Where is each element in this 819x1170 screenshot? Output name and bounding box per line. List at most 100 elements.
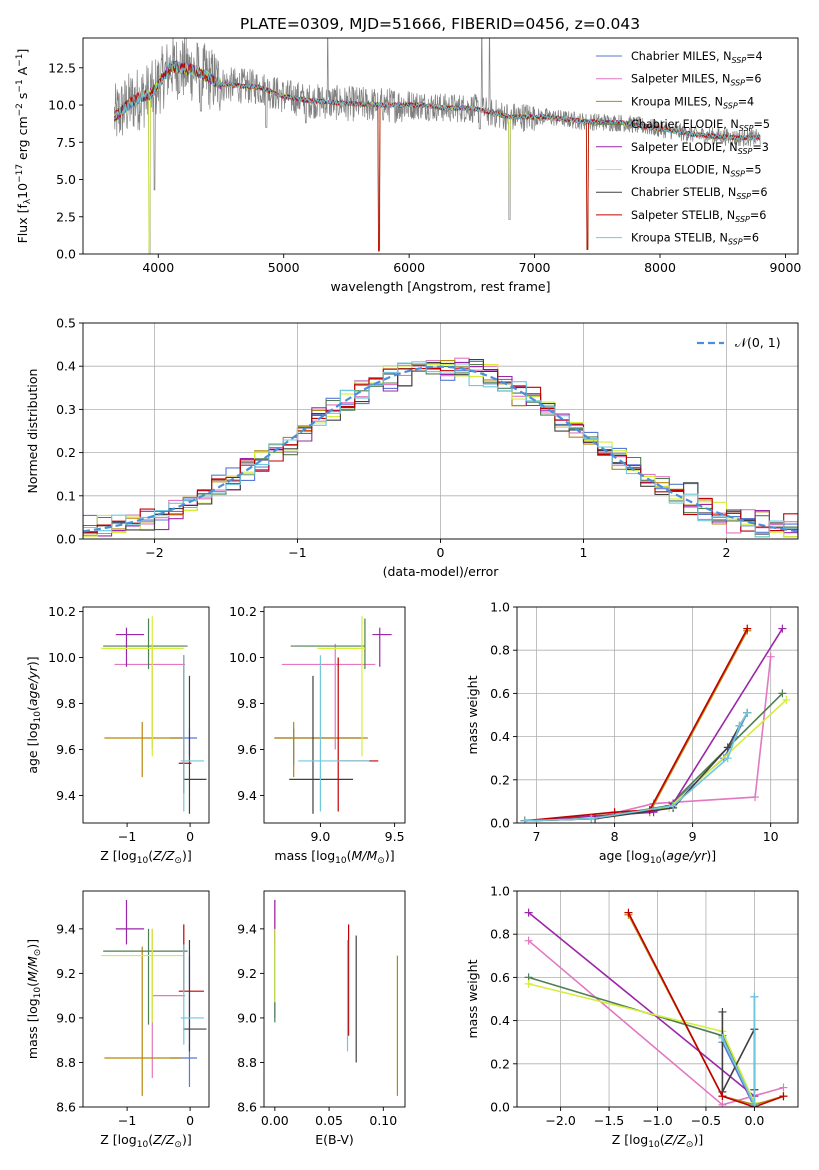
- plot-area-age_vs_mass: [274, 616, 392, 814]
- mass-weight-line: [627, 912, 784, 1107]
- plus-marker: [778, 624, 787, 633]
- model-spectrum-line: [114, 59, 761, 252]
- mass-weight-line: [524, 628, 784, 822]
- x-tick-label: 9000: [770, 260, 802, 275]
- x-axis-label: Z [log10(Z/Z⊙)]: [612, 1132, 703, 1150]
- error-bar-point: [104, 946, 182, 1096]
- axes-age_vs_Z: −1 09.49.69.810.010.2Z [log10(Z/Z⊙)]age […: [25, 604, 210, 866]
- x-tick-label: 7: [533, 829, 541, 844]
- plus-marker: [723, 743, 732, 752]
- legend-series-name: Kroupa STELIB, N: [631, 232, 728, 245]
- x-tick-label: 0.0: [744, 1113, 764, 1128]
- label-part: SSP: [723, 101, 738, 110]
- x-axis-label: age [log10(age/yr)]: [599, 848, 716, 866]
- label-part: −2: [15, 103, 25, 116]
- error-bar-point: [180, 655, 204, 812]
- y-axis-label: mass weight: [465, 959, 480, 1038]
- plus-marker: [524, 936, 533, 945]
- x-tick-label: 1: [580, 545, 588, 560]
- plus-marker: [751, 793, 760, 802]
- legend-entry: Salpeter STELIB, NSSP=6: [631, 209, 766, 224]
- plus-marker: [718, 1007, 727, 1016]
- x-axis-label: (data-model)/error: [383, 564, 500, 579]
- label-part: )]: [182, 1132, 192, 1147]
- label-part: 10: [335, 856, 347, 866]
- y-tick-label: 2.5: [56, 209, 76, 224]
- legend-entry: Salpeter MILES, NSSP=6: [631, 73, 762, 88]
- label-part: age/yr: [666, 848, 707, 863]
- y-tick-label: 10.2: [48, 604, 76, 619]
- y-tick-label: 0.4: [490, 729, 510, 744]
- plus-marker: [524, 908, 533, 917]
- x-tick-label: 6000: [393, 260, 425, 275]
- label-part: (: [347, 848, 352, 863]
- chart-layer: 4000 5000 6000 7000 8000 90000.02.55.07.510.0…: [15, 37, 802, 1150]
- x-tick-label: 2: [723, 545, 731, 560]
- label-part: 10: [137, 856, 149, 866]
- label-part: Z [log: [100, 848, 136, 863]
- label-part: Flux [f: [15, 204, 30, 244]
- y-tick-label: 8.8: [56, 1055, 76, 1070]
- error-bar-point: [290, 618, 366, 670]
- error-bar-point: [115, 899, 145, 945]
- label-part: 10: [15, 183, 30, 199]
- label-part: ⊙: [174, 856, 182, 866]
- x-tick-label: 10: [763, 829, 779, 844]
- axes-frame: [263, 890, 406, 1108]
- y-axis-label: Normed distribution: [25, 369, 40, 494]
- y-axis-label: mass weight: [465, 675, 480, 754]
- y-tick-label: 0.5: [56, 316, 76, 331]
- model-spectrum-line: [114, 60, 761, 142]
- error-bar-point: [101, 928, 184, 1023]
- plot-area-spectrum: [114, 38, 761, 254]
- x-tick-label: 0.10: [369, 1113, 397, 1128]
- residual-histogram: [83, 367, 798, 535]
- legend-series-name: Salpeter ELODIE, N: [631, 141, 738, 154]
- label-part: (: [148, 1132, 153, 1147]
- error-bar-point: [337, 657, 379, 812]
- x-tick-label: 7000: [519, 260, 551, 275]
- plus-marker: [750, 1100, 759, 1107]
- label-part: ⊙: [686, 1140, 694, 1150]
- y-tick-label: 8.8: [237, 1055, 257, 1070]
- label-part: =6: [750, 209, 767, 222]
- label-part: (: [661, 848, 666, 863]
- label-part: )]: [25, 656, 40, 666]
- plus-marker: [778, 689, 787, 698]
- error-bar-point: [103, 928, 188, 1025]
- axes-mass_vs_ebv: 0.00 0.05 0.10 8.6 8.8 9.0 9.2 9.4 E(B-V): [237, 890, 406, 1147]
- error-bar-point: [317, 616, 365, 757]
- y-tick-label: 0.0: [56, 247, 76, 262]
- y-tick-label: 0.3: [56, 402, 76, 417]
- x-tick-label: 8000: [644, 260, 676, 275]
- error-bar-point: [372, 627, 392, 667]
- y-tick-label: 0.6: [490, 686, 510, 701]
- label-part: ]: [15, 49, 30, 54]
- axes-frame: [82, 37, 799, 255]
- y-tick-label: 10.0: [229, 650, 257, 665]
- x-tick-label: 9.5: [385, 829, 405, 844]
- plus-marker: [718, 1092, 727, 1101]
- label-part: =3: [752, 141, 769, 154]
- label-part: M/M: [25, 956, 40, 982]
- label-part: 10: [648, 1140, 660, 1150]
- plus-marker: [743, 624, 752, 633]
- axes-massweight_vs_Z: −2.0 −1.5 −1.0 −0.5 0.0 0.0 0.2 0.4 0.6 0.8 1.0 Z […: [465, 884, 799, 1150]
- model-spectrum-line: [114, 60, 761, 252]
- x-axis-label: mass [log10(M/M⊙)]: [274, 848, 394, 866]
- x-tick-label: 9: [689, 829, 697, 844]
- axes-frame: [263, 606, 406, 824]
- legend-series-name: Salpeter STELIB, N: [631, 209, 735, 222]
- x-tick-label: 0.00: [261, 1113, 289, 1128]
- y-tick-label: 9.0: [56, 1010, 76, 1025]
- y-tick-label: 0.8: [490, 643, 510, 658]
- error-bar-point: [101, 616, 184, 757]
- label-part: SSP: [739, 124, 754, 133]
- x-axis-label: E(B-V): [315, 1132, 354, 1147]
- y-tick-label: 9.4: [56, 921, 76, 936]
- legend-entry: Kroupa MILES, NSSP=4: [631, 95, 754, 110]
- plus-marker: [624, 908, 633, 917]
- label-part: mass [log: [274, 848, 335, 863]
